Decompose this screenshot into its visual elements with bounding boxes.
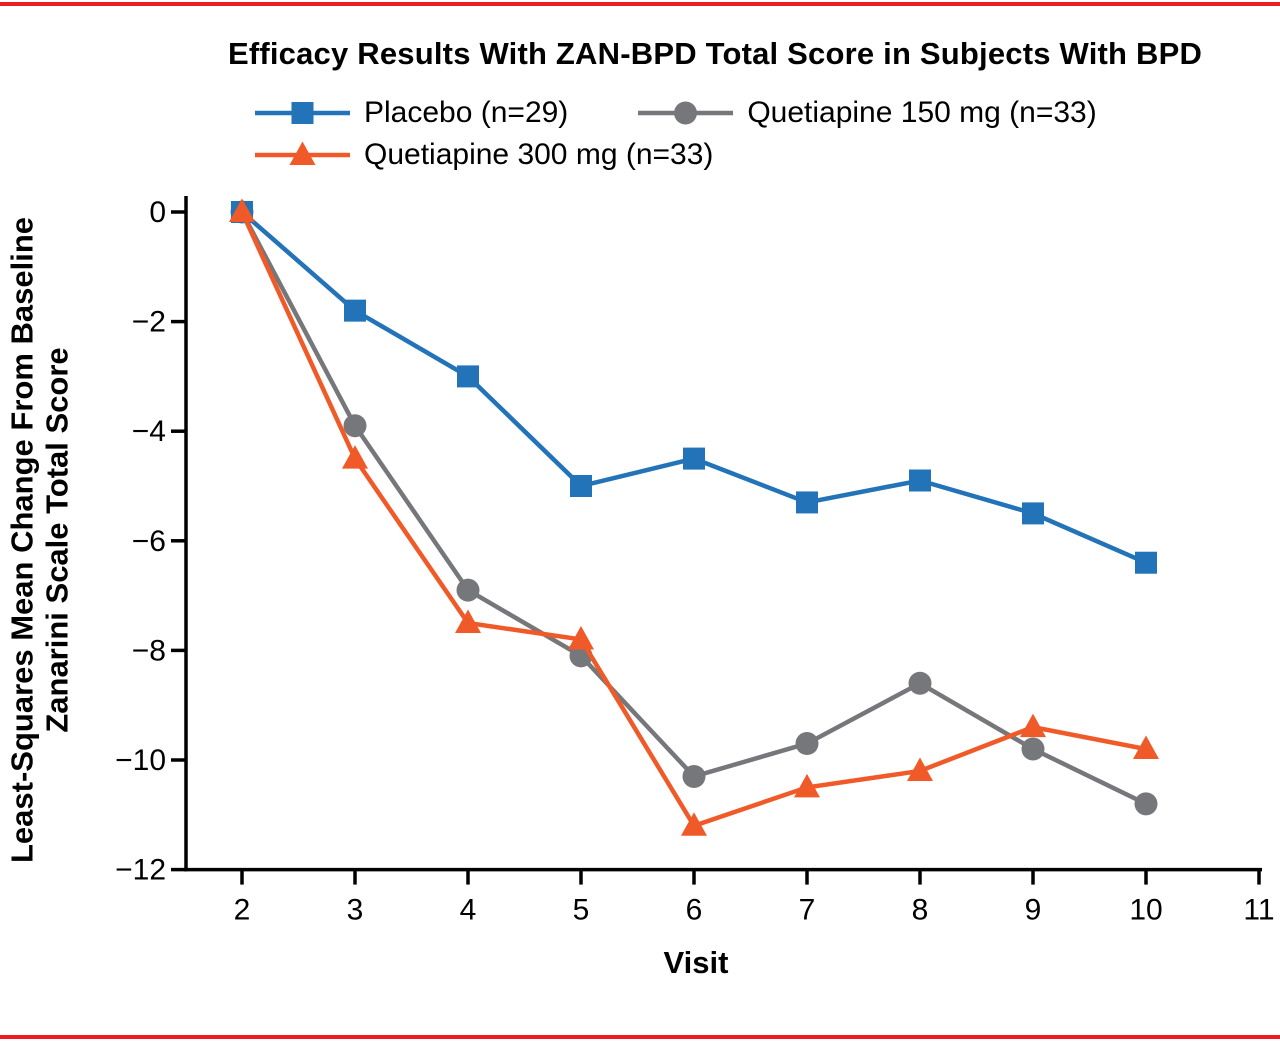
circle-marker-icon <box>682 764 706 788</box>
legend-label: Placebo (n=29) <box>364 96 569 129</box>
triangle-marker-icon <box>907 757 933 781</box>
square-marker-icon <box>570 475 592 497</box>
triangle-marker-icon <box>794 773 820 798</box>
triangle-marker-icon <box>1020 713 1046 738</box>
series-triangle <box>229 198 1159 836</box>
circle-marker-icon <box>456 578 480 602</box>
circle-marker-icon <box>908 671 932 695</box>
triangle-legend-marker-icon <box>255 141 350 165</box>
square-marker-icon <box>1022 502 1044 525</box>
x-axis-label: Visit <box>663 945 729 980</box>
triangle-marker-icon <box>455 609 481 633</box>
legend-item-2: Quetiapine 300 mg (n=33) <box>255 138 713 172</box>
y-tick-label: −12 <box>115 854 166 887</box>
triangle-marker-icon <box>289 141 316 165</box>
series-line <box>240 210 1147 565</box>
circle-legend-marker-icon <box>638 101 734 125</box>
square-marker-icon <box>457 365 479 388</box>
chart-legend: Placebo (n=29) Quetiapine 150 mg (n=33) Qu… <box>255 96 1245 172</box>
series-square <box>231 201 1157 574</box>
x-tick-label: 7 <box>799 894 816 927</box>
x-tick-label: 9 <box>1025 894 1042 927</box>
chart-title: Efficacy Results With ZAN-BPD Total Scor… <box>227 36 1203 71</box>
y-tick-label: −4 <box>132 415 166 448</box>
triangle-marker-icon <box>568 625 594 650</box>
square-marker-icon <box>291 102 314 124</box>
legend-label: Quetiapine 300 mg (n=33) <box>364 138 714 171</box>
square-marker-icon <box>909 469 931 492</box>
x-tick-label: 4 <box>460 894 477 927</box>
square-marker-icon <box>344 299 366 322</box>
circle-marker-icon <box>343 414 367 438</box>
x-tick-label: 2 <box>234 894 251 927</box>
x-tick-label: 11 <box>1243 894 1274 927</box>
x-tick-label: 10 <box>1129 894 1162 927</box>
y-tick-label: −10 <box>115 744 166 777</box>
square-marker-icon <box>1135 551 1157 574</box>
legend-item-1: Quetiapine 150 mg (n=33) <box>638 96 1097 130</box>
y-tick-label: −2 <box>132 306 166 339</box>
circle-marker-icon <box>674 101 698 125</box>
square-marker-icon <box>683 447 705 470</box>
triangle-marker-icon <box>1133 735 1159 760</box>
y-tick-label: −6 <box>132 525 166 558</box>
circle-marker-icon <box>1134 792 1158 816</box>
y-tick-label: −8 <box>132 634 166 667</box>
triangle-marker-icon <box>681 812 707 836</box>
square-marker-icon <box>796 491 818 514</box>
x-tick-label: 5 <box>573 894 590 927</box>
series-line <box>239 211 1147 829</box>
top-border-rule <box>0 2 1280 6</box>
x-tick-label: 3 <box>347 894 364 927</box>
legend-label: Quetiapine 150 mg (n=33) <box>747 96 1097 129</box>
circle-marker-icon <box>1021 737 1045 761</box>
bottom-border-rule <box>0 1035 1280 1039</box>
x-tick-label: 8 <box>912 894 929 927</box>
triangle-marker-icon <box>342 445 368 469</box>
square-legend-marker-icon <box>255 102 350 124</box>
legend-item-0: Placebo (n=29) <box>255 96 568 130</box>
triangle-marker-icon <box>229 198 255 222</box>
x-tick-label: 6 <box>686 894 703 927</box>
circle-marker-icon <box>795 732 819 756</box>
y-tick-label: 0 <box>149 196 166 229</box>
